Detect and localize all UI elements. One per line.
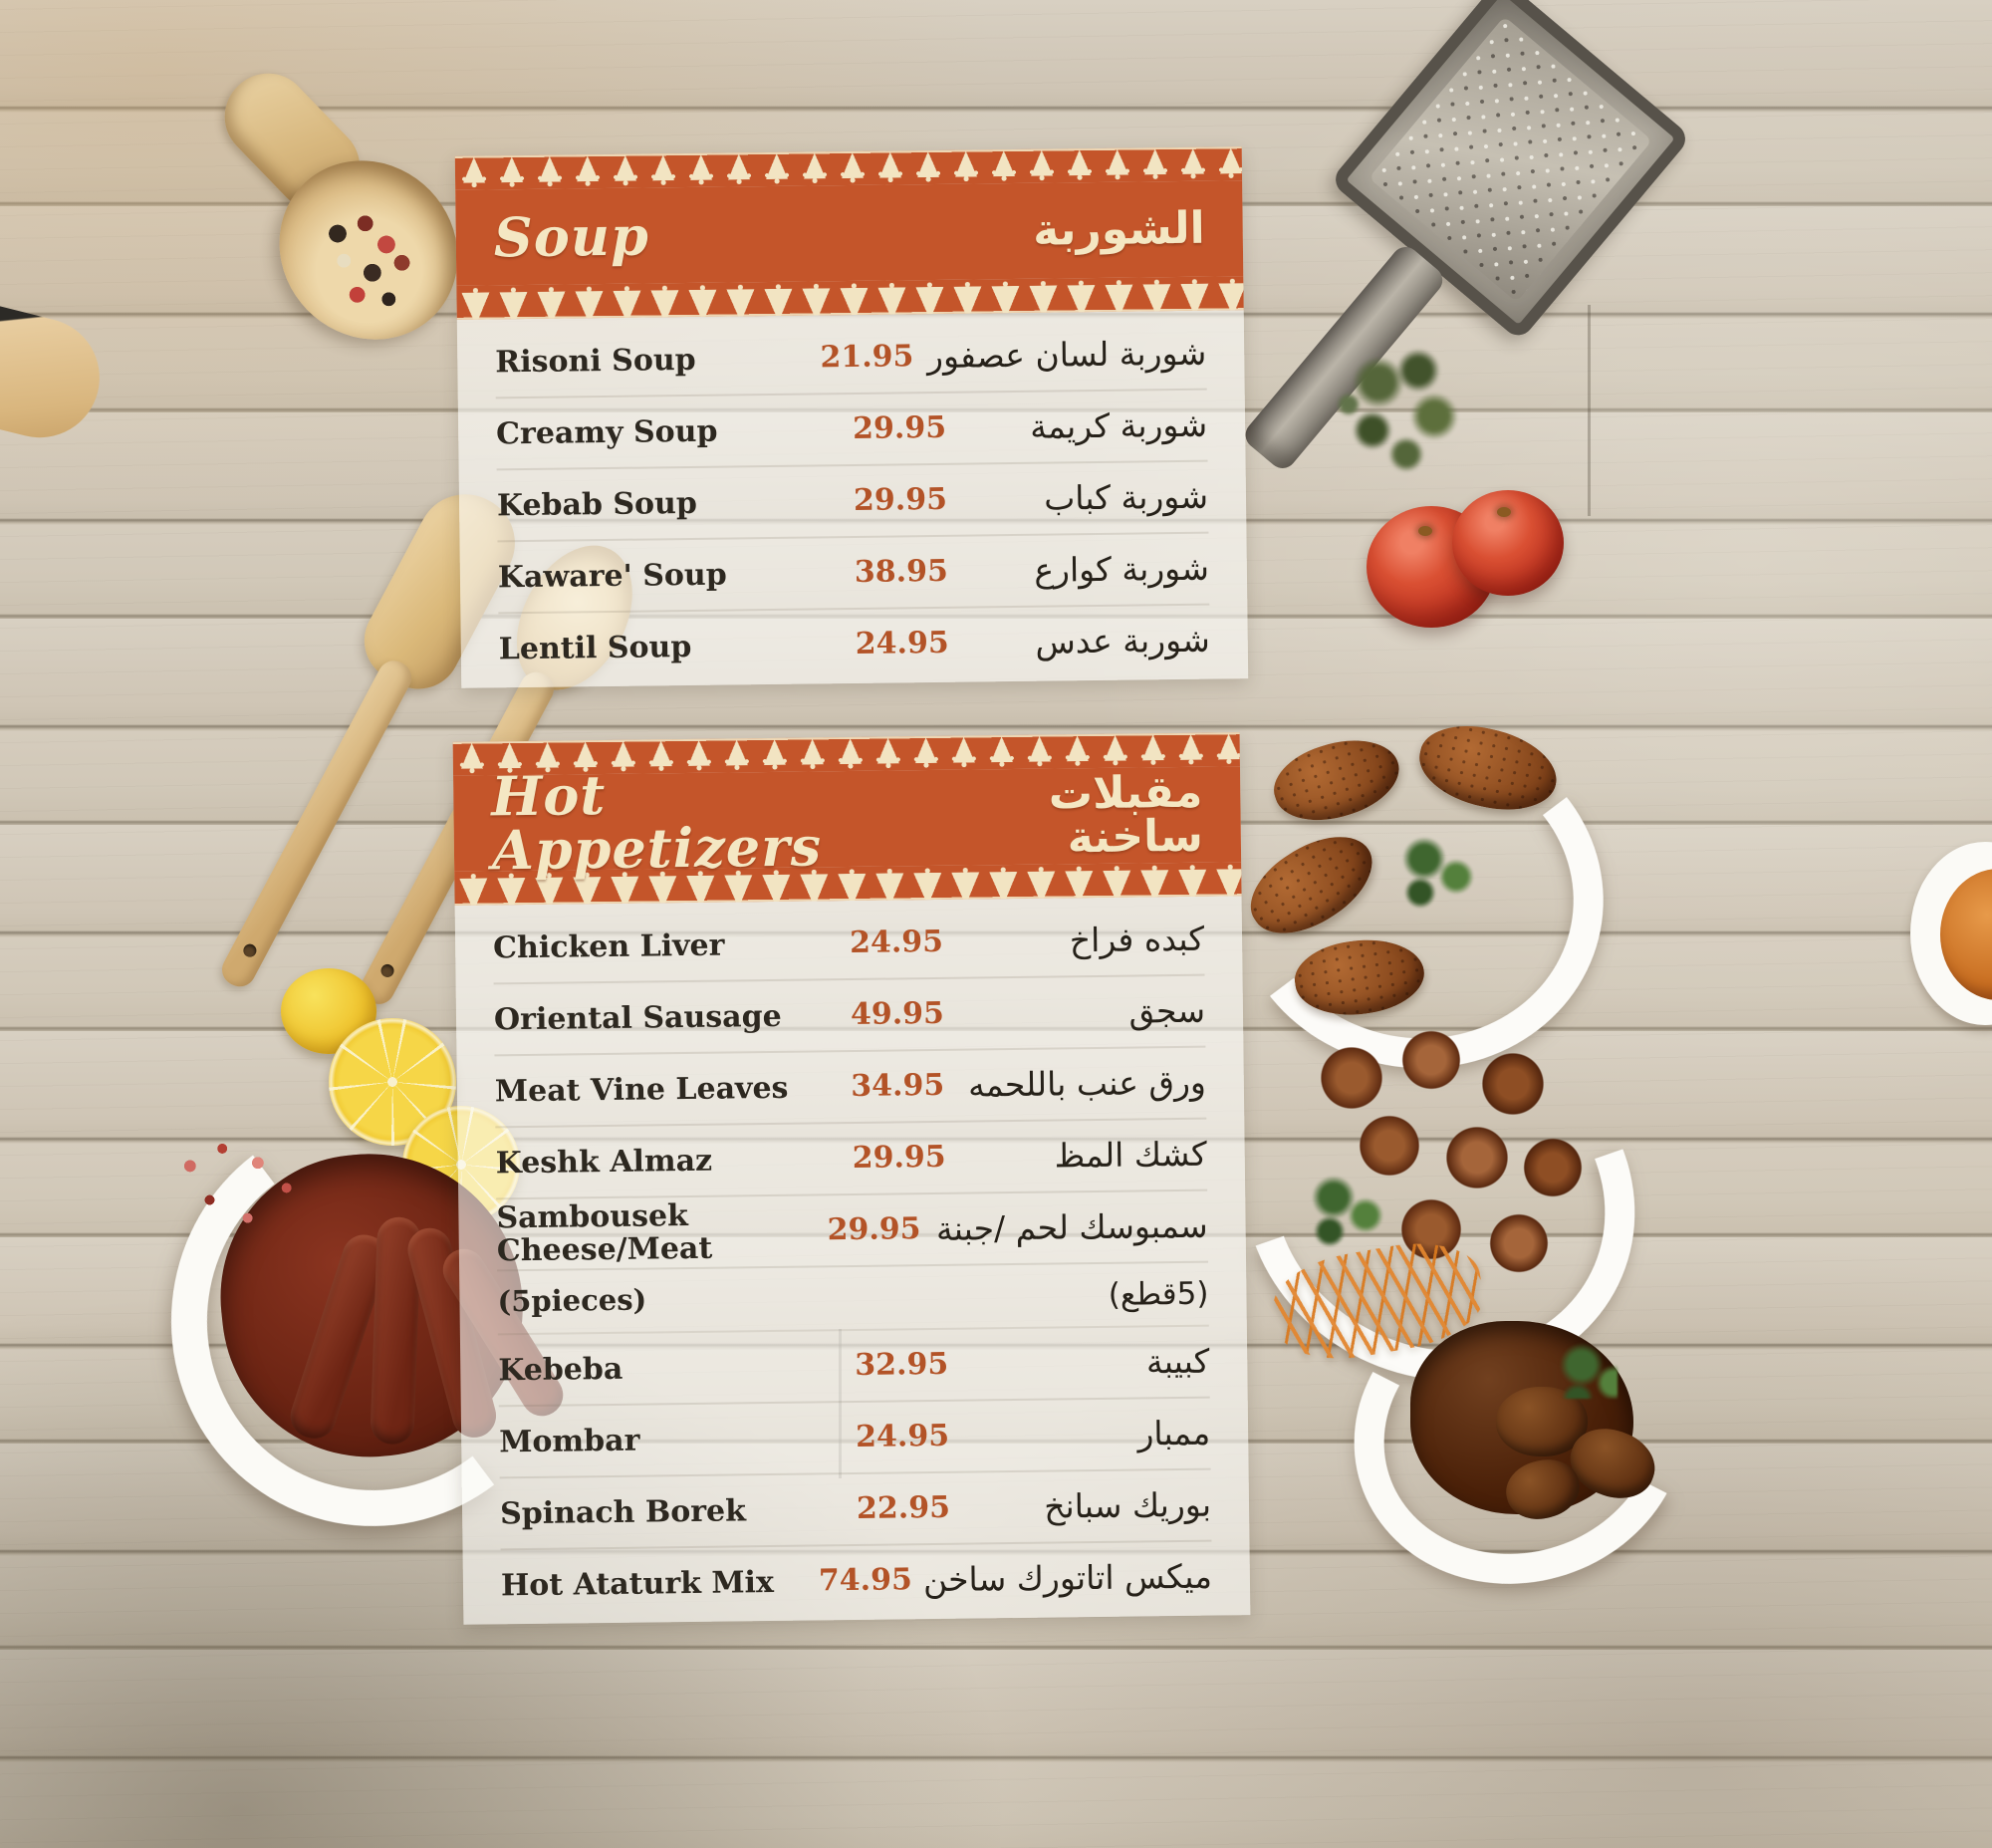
item-name-en: Kaware' Soup bbox=[497, 557, 727, 595]
item-name-ar: شوربة كريمة bbox=[1030, 404, 1208, 446]
braised-meat-dish-photo bbox=[1314, 1238, 1726, 1627]
item-price: 24.95 bbox=[849, 924, 944, 961]
item-name-en: Keshk Almaz bbox=[495, 1143, 713, 1181]
item-name-ar: شوربة كباب bbox=[1043, 476, 1209, 518]
item-name-ar: كبده فراخ bbox=[1069, 919, 1205, 960]
item-name-en: Spinach Borek bbox=[499, 1492, 747, 1531]
menu-item-row: Risoni Soup 21.95 شوربة لسان عصفور bbox=[494, 318, 1207, 399]
soup-items: Risoni Soup 21.95 شوربة لسان عصفور Cream… bbox=[457, 310, 1248, 688]
menu-item-row: Meat Vine Leaves 34.95 ورق عنب باللحمه bbox=[494, 1047, 1207, 1129]
hot-appetizers-header: Hot Appetizers مقبلات ساخنة bbox=[452, 732, 1242, 906]
item-name-ar: بوريك سبانخ bbox=[1043, 1484, 1212, 1526]
item-price: 38.95 bbox=[854, 553, 949, 590]
item-name-ar: شوربة لسان عصفور bbox=[926, 333, 1207, 376]
item-price: 29.95 bbox=[852, 409, 947, 446]
section-title-ar: الشوربة bbox=[1032, 202, 1206, 256]
item-price: 24.95 bbox=[855, 625, 949, 661]
item-price: 74.95 bbox=[818, 1562, 913, 1599]
parsley-garnish bbox=[1548, 1335, 1618, 1399]
menu-item-row: Keshk Almaz 29.95 كشك المظ bbox=[495, 1119, 1208, 1200]
item-name-en: Lentil Soup bbox=[498, 629, 692, 666]
pink-peppercorn-garnish bbox=[169, 1126, 331, 1261]
herb-sprig-photo bbox=[1323, 331, 1482, 490]
menu-item-row: Creamy Soup 29.95 شوربة كريمة bbox=[495, 390, 1208, 471]
menu-item-row: Mombar 24.95 ممبار bbox=[498, 1398, 1211, 1479]
plank-joint bbox=[1588, 305, 1591, 516]
menu-item-row: Lentil Soup 24.95 شوربة عدس bbox=[498, 606, 1210, 684]
item-name-en: Chicken Liver bbox=[492, 927, 725, 965]
hot-appetizers-items: Chicken Liver 24.95 كبده فراخ Oriental S… bbox=[455, 896, 1251, 1625]
kibbeh-plate-photo bbox=[1210, 700, 1626, 1093]
section-title-en: Soup bbox=[493, 203, 650, 270]
item-name-ar: ورق عنب باللحمه bbox=[967, 1062, 1207, 1105]
soup-header-band: Soup الشوربة bbox=[455, 180, 1244, 286]
item-price: 24.95 bbox=[855, 1418, 950, 1454]
menu-item-row: Kaware' Soup 38.95 شوربة كوارع bbox=[497, 533, 1210, 615]
item-name-en: Kebeba bbox=[498, 1351, 623, 1388]
menu-item-row: Sambousek Cheese/Meat 29.95 سمبوسك لحم /… bbox=[496, 1190, 1209, 1272]
item-name-en: Sambousek Cheese/Meat bbox=[496, 1198, 713, 1269]
item-name-en: Kebab Soup bbox=[496, 485, 698, 523]
item-name-en: Oriental Sausage bbox=[493, 998, 782, 1037]
tomato-photo bbox=[1452, 490, 1564, 596]
item-name-ar: سمبوسك لحم /جبنة bbox=[935, 1205, 1208, 1248]
item-name-en: Meat Vine Leaves bbox=[494, 1070, 789, 1109]
section-title-en: Hot Appetizers bbox=[490, 762, 823, 883]
soup-section-panel: Soup الشوربة Risoni Soup 21.95 شوربة لسا… bbox=[454, 146, 1249, 688]
item-price: 29.95 bbox=[827, 1211, 921, 1248]
parsley-garnish bbox=[1300, 1168, 1395, 1257]
menu-item-row: Kebeba 32.95 كبيبة bbox=[497, 1326, 1210, 1408]
menu-item-row: Hot Ataturk Mix 74.95 ميكس اتاتورك ساخن bbox=[501, 1542, 1213, 1621]
item-name-ar: ميكس اتاتورك ساخن bbox=[922, 1556, 1213, 1599]
hot-appetizers-section-panel: Hot Appetizers مقبلات ساخنة Chicken Live… bbox=[452, 732, 1251, 1625]
item-name-ar: سجق bbox=[1128, 990, 1206, 1031]
item-price: 49.95 bbox=[850, 995, 945, 1032]
wooden-edge-object-photo bbox=[0, 303, 113, 450]
item-price: 22.95 bbox=[856, 1489, 951, 1526]
menu-item-row: Spinach Borek 22.95 بوريك سبانخ bbox=[499, 1469, 1212, 1551]
menu-item-row: Chicken Liver 24.95 كبده فراخ bbox=[492, 904, 1205, 985]
item-price-empty bbox=[854, 1297, 971, 1298]
item-name-ar: شوربة كوارع bbox=[1034, 548, 1210, 590]
item-name-ar: كشك المظ bbox=[1054, 1134, 1207, 1176]
item-price: 32.95 bbox=[855, 1346, 949, 1383]
menu-item-row: Kebab Soup 29.95 شوربة كباب bbox=[496, 461, 1209, 543]
item-price: 21.95 bbox=[820, 339, 914, 376]
item-name-en: Hot Ataturk Mix bbox=[500, 1564, 775, 1603]
item-note-en: (5pieces) bbox=[497, 1282, 647, 1319]
item-price: 29.95 bbox=[852, 1139, 946, 1176]
parsley-garnish bbox=[1390, 829, 1490, 924]
item-name-en: Mombar bbox=[498, 1423, 640, 1459]
item-note-ar: (5قطع) bbox=[1108, 1275, 1209, 1313]
item-name-en: Creamy Soup bbox=[495, 413, 718, 451]
item-name-ar: ممبار bbox=[1137, 1413, 1211, 1453]
peppercorns bbox=[303, 198, 459, 338]
item-price: 29.95 bbox=[853, 481, 948, 518]
item-name-en: Risoni Soup bbox=[495, 342, 696, 380]
item-name-ar: كبيبة bbox=[1145, 1341, 1210, 1382]
menu-item-row: Oriental Sausage 49.95 سجق bbox=[493, 975, 1206, 1057]
meatballs-plate-photo bbox=[1181, 948, 1697, 1447]
section-title-ar: مقبلات ساخنة bbox=[1048, 766, 1204, 864]
hot-appetizers-header-band: Hot Appetizers مقبلات ساخنة bbox=[453, 763, 1242, 882]
item-name-ar: شوربة عدس bbox=[1035, 620, 1210, 661]
soup-header: Soup الشوربة bbox=[454, 146, 1244, 320]
item-price: 34.95 bbox=[851, 1067, 945, 1105]
menu-item-note-row: (5pieces) (5قطع) bbox=[497, 1262, 1209, 1336]
